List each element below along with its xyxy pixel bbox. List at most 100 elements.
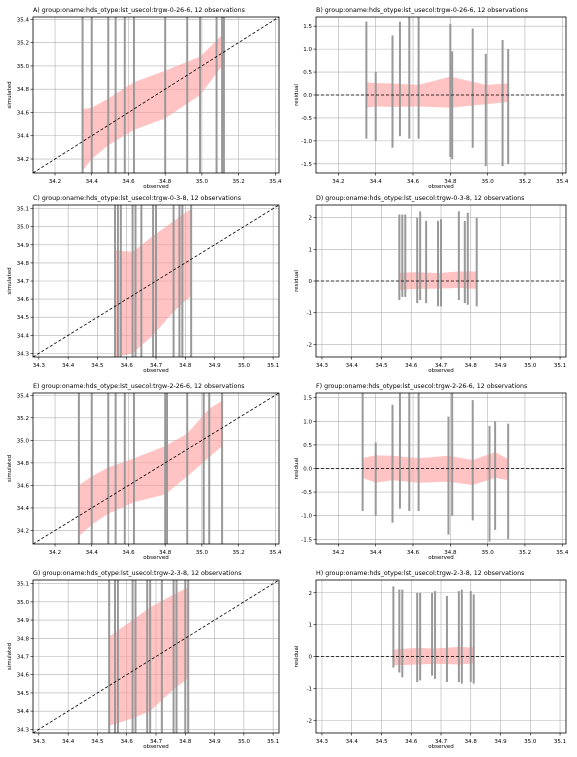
x-axis-label: observed [428, 184, 454, 190]
x-tick-label: 34.6 [407, 550, 420, 556]
y-tick-label: 34.6 [17, 110, 30, 116]
y-tick-label: -0.5 [301, 116, 312, 122]
uncertainty-band [109, 587, 189, 726]
y-tick-label: 34.4 [17, 333, 30, 339]
x-tick-label: 35.2 [519, 179, 531, 185]
x-tick-label: 34.9 [208, 363, 221, 369]
x-tick-label: 34.7 [150, 363, 163, 369]
x-tick-label: 35.0 [524, 739, 537, 745]
y-tick-label: 1 [309, 247, 313, 253]
x-tick-label: 35.0 [482, 179, 495, 185]
x-tick-label: 34.6 [122, 179, 135, 185]
panel-h: 34.3 34.4 34.5 34.6 34.7 34.8 34.9 35.0 35.1 -2 -1… [294, 570, 567, 750]
x-tick-label: 34.6 [122, 550, 135, 556]
x-tick-label: 34.5 [91, 739, 104, 745]
x-tick-label: 34.4 [86, 179, 99, 185]
x-tick-label: 34.5 [91, 363, 104, 369]
x-tick-label: 35.1 [267, 363, 279, 369]
y-tick-label: -1.0 [301, 139, 312, 145]
y-tick-label: 1.0 [303, 47, 312, 53]
x-axis-label: observed [428, 368, 454, 374]
one-to-one-line [33, 580, 279, 733]
x-tick-label: 34.4 [370, 179, 383, 185]
panel-g: 34.3 34.4 34.5 34.6 34.7 34.8 34.9 35.0 35.1 34.3… [7, 570, 280, 750]
y-tick-label: 35.0 [17, 600, 30, 606]
y-tick-label: -2 [307, 718, 312, 724]
x-tick-label: 34.4 [346, 739, 359, 745]
y-axis-label: residual [294, 457, 300, 479]
x-tick-label: 34.8 [179, 363, 192, 369]
x-tick-label: 35.0 [524, 363, 537, 369]
x-tick-label: 35.2 [232, 179, 244, 185]
y-tick-label: 34.5 [17, 691, 30, 697]
x-tick-label: 34.3 [316, 739, 329, 745]
y-tick-label: -1.0 [301, 514, 312, 520]
y-tick-label: 34.8 [17, 636, 30, 642]
y-tick-label: 34.9 [17, 243, 30, 249]
y-axis-label: simulated [7, 267, 13, 294]
panel-title: D) group:oname:hds_otype:lst_usecol:trgw… [316, 195, 524, 202]
x-tick-label: 35.4 [269, 179, 282, 185]
y-tick-label: 35.1 [17, 582, 29, 588]
y-axis-label: simulated [7, 81, 13, 108]
x-tick-label: 34.8 [179, 739, 192, 745]
y-tick-label: -1.5 [301, 537, 312, 543]
y-tick-label: 35.2 [17, 41, 29, 47]
panel-title: G) group:oname:hds_otype:lst_usecol:trgw… [33, 570, 241, 577]
y-tick-label: 34.8 [17, 87, 30, 93]
x-tick-label: 34.5 [375, 739, 388, 745]
uncertainty-band [366, 76, 509, 108]
y-tick-label: 34.7 [17, 655, 30, 661]
x-tick-label: 35.4 [556, 550, 569, 556]
panel-title: E) group:oname:hds_otype:lst_usecol:trgw… [33, 383, 245, 390]
y-tick-label: -1 [307, 311, 312, 317]
x-tick-label: 34.2 [49, 550, 61, 556]
y-tick-label: 34.6 [17, 483, 30, 489]
y-tick-label: 34.4 [17, 506, 30, 512]
y-tick-label: 2 [309, 591, 313, 597]
y-axis-label: residual [294, 645, 300, 667]
panel-title: B) group:oname:hds_otype:lst_usecol:trgw… [316, 7, 528, 14]
y-tick-label: 34.9 [17, 618, 30, 624]
x-tick-label: 34.8 [444, 179, 457, 185]
y-axis-label: residual [294, 84, 300, 106]
y-tick-label: 35.4 [17, 393, 30, 399]
x-tick-label: 34.2 [49, 179, 61, 185]
x-tick-label: 34.9 [208, 739, 221, 745]
x-tick-label: 34.5 [375, 363, 388, 369]
x-tick-label: 35.4 [269, 550, 282, 556]
plot-area [316, 393, 566, 542]
y-tick-label: 34.8 [17, 261, 30, 267]
x-tick-label: 34.4 [370, 550, 383, 556]
x-tick-label: 34.7 [435, 739, 448, 745]
y-tick-label: 34.3 [17, 351, 30, 357]
y-tick-label: 34.7 [17, 279, 30, 285]
x-tick-label: 34.3 [316, 363, 329, 369]
x-tick-label: 35.0 [196, 179, 209, 185]
y-tick-label: 2 [309, 216, 313, 222]
y-tick-label: 35.1 [17, 207, 29, 213]
x-tick-label: 35.2 [232, 550, 244, 556]
y-tick-label: -1.5 [301, 162, 312, 168]
x-tick-label: 35.2 [519, 550, 531, 556]
x-tick-label: 35.0 [238, 739, 251, 745]
one-to-one-line [33, 17, 279, 173]
y-tick-label: 0.0 [303, 467, 312, 473]
x-axis-label: observed [143, 744, 169, 750]
y-tick-label: 1.5 [303, 24, 312, 30]
y-tick-label: 34.5 [17, 315, 30, 321]
x-tick-label: 35.0 [238, 363, 251, 369]
x-tick-label: 34.6 [407, 179, 420, 185]
x-tick-label: 34.4 [62, 363, 75, 369]
x-tick-label: 35.0 [196, 550, 209, 556]
x-tick-label: 34.3 [33, 363, 46, 369]
x-tick-label: 34.2 [332, 179, 344, 185]
x-tick-label: 34.6 [405, 363, 418, 369]
y-tick-label: 34.6 [17, 673, 30, 679]
plot-area [33, 205, 279, 357]
y-tick-label: 34.2 [17, 528, 29, 534]
x-tick-label: 34.8 [444, 550, 457, 556]
x-tick-label: 35.1 [554, 363, 566, 369]
one-to-one-line [33, 205, 279, 357]
x-tick-label: 34.4 [86, 550, 99, 556]
